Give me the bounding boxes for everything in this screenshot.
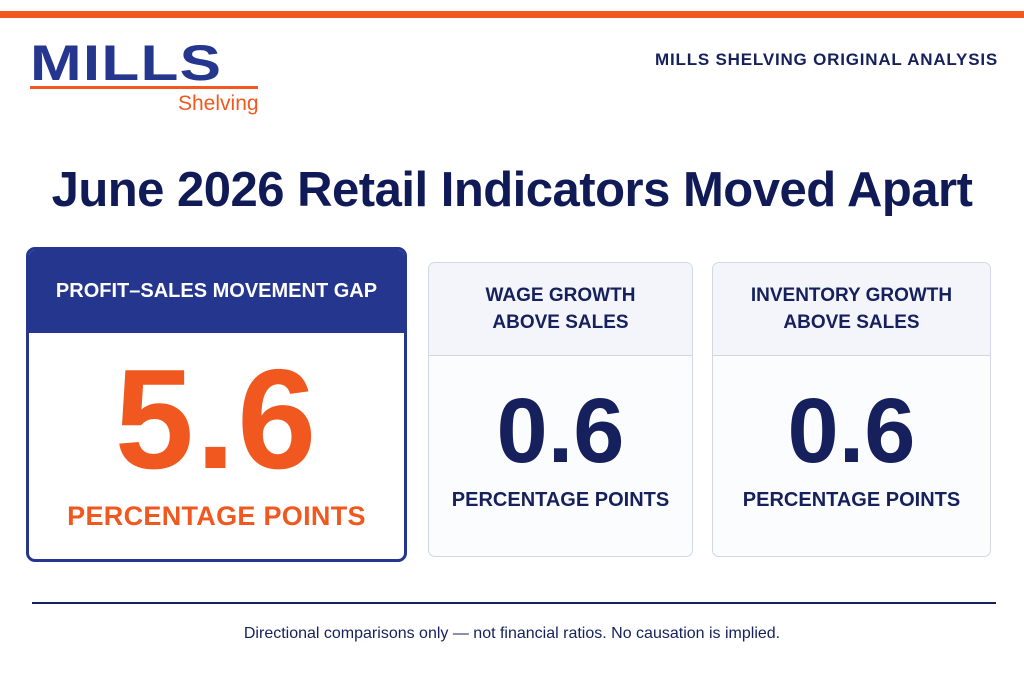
card-title-line: WAGE GROWTH (485, 285, 636, 306)
card-title-line: INVENTORY GROWTH (750, 285, 953, 306)
inventory-growth-card: INVENTORY GROWTH ABOVE SALES 0.6 PERCENT… (712, 262, 991, 557)
card-unit: PERCENTAGE POINTS (67, 501, 366, 531)
card-title: WAGE GROWTH ABOVE SALES (429, 263, 692, 356)
card-value: 0.6 (496, 380, 625, 482)
card-title: INVENTORY GROWTH ABOVE SALES (713, 263, 990, 356)
kicker-label: MILLS SHELVING ORIGINAL ANALYSIS (655, 50, 998, 69)
card-title: PROFIT–SALES MOVEMENT GAP (29, 250, 404, 333)
card-value: 5.6 (114, 340, 319, 499)
footnote: Directional comparisons only — not finan… (243, 625, 781, 642)
card-unit: PERCENTAGE POINTS (451, 489, 670, 511)
card-title-line: ABOVE SALES (783, 312, 920, 333)
profit-sales-gap-card: PROFIT–SALES MOVEMENT GAP 5.6 PERCENTAGE… (26, 247, 407, 562)
top-accent-stripe (0, 11, 1024, 18)
logo-wordmark: MILLS (30, 35, 223, 91)
card-value: 0.6 (787, 380, 916, 482)
divider (32, 602, 996, 604)
page-title: June 2026 Retail Indicators Moved Apart (51, 163, 973, 217)
logo-underline (30, 86, 258, 89)
mills-shelving-logo: MILLS Shelving (30, 38, 262, 120)
logo-subtitle: Shelving (178, 92, 259, 115)
wage-growth-card: WAGE GROWTH ABOVE SALES 0.6 PERCENTAGE P… (428, 262, 693, 557)
card-unit: PERCENTAGE POINTS (742, 489, 961, 511)
card-title-line: ABOVE SALES (492, 312, 629, 333)
